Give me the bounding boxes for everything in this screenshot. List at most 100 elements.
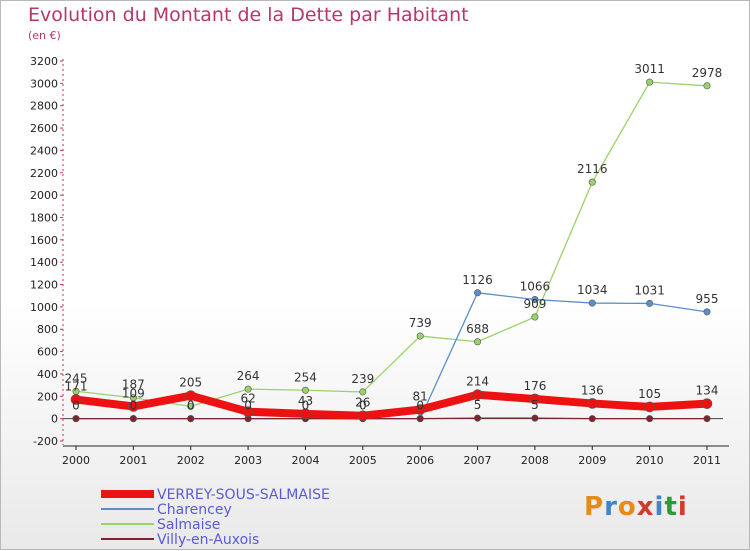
data-point <box>242 406 254 418</box>
chart-title: Evolution du Montant de la Dette par Hab… <box>28 4 469 26</box>
data-label: 0 <box>244 399 252 413</box>
y-tick-label: 1400 <box>30 256 58 269</box>
data-point <box>474 338 482 346</box>
data-label: 105 <box>638 387 661 401</box>
x-tick-label: 2004 <box>291 454 319 467</box>
data-label: 1126 <box>462 273 493 287</box>
data-label: 0 <box>302 399 310 413</box>
data-point <box>646 415 654 423</box>
data-point <box>703 82 711 90</box>
data-label: 0 <box>359 399 367 413</box>
data-point <box>531 414 539 422</box>
data-label: 5 <box>531 398 539 412</box>
data-label: 26 <box>355 396 370 410</box>
data-label: 176 <box>523 379 546 393</box>
series-lines <box>70 78 713 423</box>
data-point <box>588 415 596 423</box>
data-point <box>359 388 367 396</box>
data-label: 109 <box>122 386 145 400</box>
data-point <box>646 299 654 307</box>
data-point <box>701 398 713 409</box>
data-label: 171 <box>65 380 88 394</box>
x-tick-label: 2006 <box>406 454 434 467</box>
data-label: 739 <box>409 316 432 330</box>
y-tick-label: 1000 <box>30 301 58 314</box>
series-line <box>72 390 711 420</box>
data-point <box>531 296 539 304</box>
data-point <box>128 401 139 412</box>
y-tick-label: 3000 <box>30 77 58 90</box>
data-label: 1034 <box>577 283 608 297</box>
x-tick-label: 2003 <box>234 454 262 467</box>
legend: VERREY-SOUS-SALMAISECharenceySalmaiseVil… <box>101 487 330 548</box>
data-point <box>474 289 482 297</box>
data-point <box>529 393 541 405</box>
y-tick-label: 1800 <box>30 211 58 224</box>
x-tick-label: 2010 <box>636 454 664 467</box>
data-point <box>472 389 483 401</box>
series-line <box>75 81 708 408</box>
data-label: 2978 <box>692 66 723 80</box>
data-point <box>586 398 598 409</box>
x-tick-label: 2002 <box>177 454 205 467</box>
data-label: 3011 <box>634 62 665 76</box>
data-label: 239 <box>351 372 374 386</box>
y-tick-label: 400 <box>37 368 58 381</box>
data-label: 1031 <box>634 283 665 297</box>
data-point <box>187 415 195 423</box>
data-label: 62 <box>240 392 255 406</box>
data-labels: 245 187 264 254 239 739 688 909 2116 3011 2978 0 0 0 0… <box>65 62 723 413</box>
data-point <box>531 313 539 321</box>
data-point <box>185 390 197 402</box>
data-label: 909 <box>523 297 546 311</box>
x-tick-label: 2007 <box>464 454 492 467</box>
data-point <box>414 404 426 415</box>
legend-label: Charencey <box>157 502 232 518</box>
data-point <box>300 408 311 420</box>
data-label: 264 <box>237 369 260 383</box>
data-label: 0 <box>187 399 195 413</box>
y-tick-label: 800 <box>37 323 58 336</box>
y-tick-label: 0 <box>51 413 58 426</box>
data-point <box>72 415 80 423</box>
data-label: 0 <box>130 399 138 413</box>
data-label: 214 <box>466 375 489 389</box>
data-point <box>416 332 424 340</box>
x-tick-label: 2011 <box>693 454 721 467</box>
series-line <box>75 417 708 420</box>
y-tick-label: -200 <box>33 435 58 448</box>
data-point <box>244 385 252 393</box>
x-tick-label: 2008 <box>521 454 549 467</box>
y-tick-label: 2200 <box>30 167 58 180</box>
data-label: 955 <box>696 292 719 306</box>
data-label: 2116 <box>577 162 608 176</box>
y-tick-label: 3200 <box>30 55 58 68</box>
data-point <box>70 394 82 405</box>
data-label: 134 <box>696 384 719 398</box>
legend-label: VERREY-SOUS-SALMAISE <box>157 487 330 503</box>
y-tick-label: 1600 <box>30 234 58 247</box>
data-label: 0 <box>72 399 80 413</box>
chart-unit: (en €) <box>28 29 61 42</box>
data-point <box>588 299 596 307</box>
y-tick-label: 2000 <box>30 189 58 202</box>
legend-label: Villy-en-Auxois <box>157 532 259 548</box>
data-point <box>301 386 309 394</box>
data-label: 254 <box>294 370 317 384</box>
y-tick-label: 600 <box>37 346 58 359</box>
proxiti-logo: Proxiti <box>584 492 688 522</box>
data-label: 245 <box>65 371 88 385</box>
data-label: 187 <box>122 378 145 392</box>
data-point <box>703 308 711 316</box>
y-tick-label: 2400 <box>30 144 58 157</box>
x-tick-label: 2009 <box>578 454 606 467</box>
data-label: 43 <box>298 394 313 408</box>
data-point <box>416 415 424 423</box>
data-label: 136 <box>581 383 604 397</box>
y-tick-label: 1200 <box>30 279 58 292</box>
y-tick-label: 2600 <box>30 122 58 135</box>
y-tick-label: 200 <box>37 390 58 403</box>
data-point <box>644 401 655 413</box>
data-point <box>129 394 137 402</box>
